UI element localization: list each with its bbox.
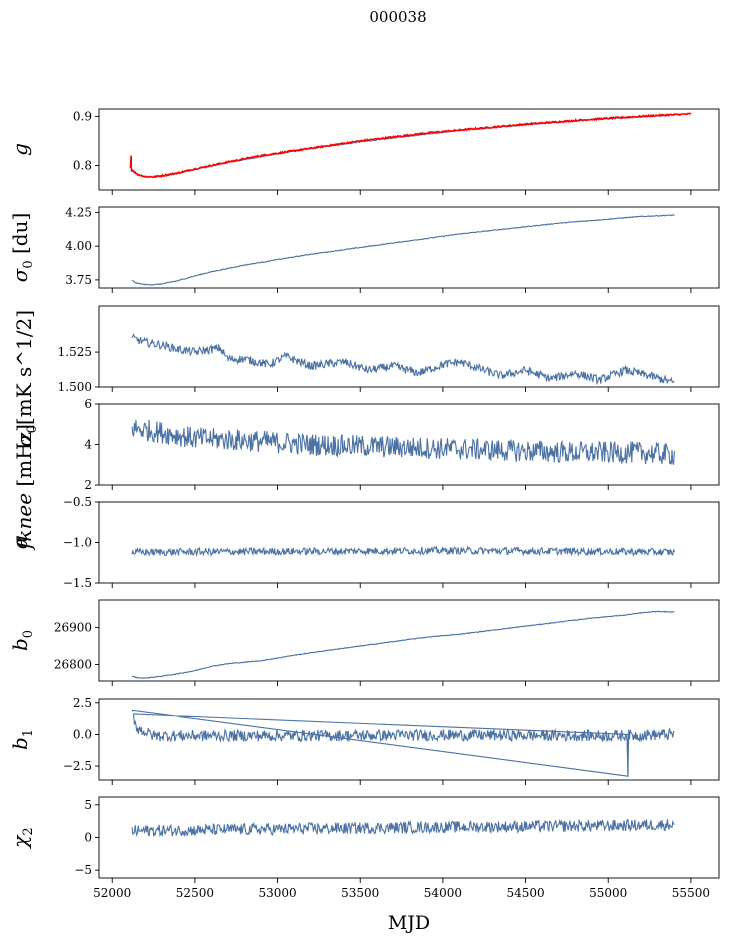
y-axis-label: b0 [8,630,36,651]
x-axis-label: MJD [388,912,430,934]
y-tick-label: 6 [84,397,92,411]
series-line-2 [129,112,692,179]
y-tick-label: 0.8 [73,158,92,172]
x-tick-label: 55500 [672,886,710,900]
panel-1: 0.8 0.9 g [8,108,720,195]
y-axis-label: b1 [8,729,36,750]
y-axis-label: σ0[mK s^1/2] [12,310,40,447]
y-tick-label: 4.25 [65,205,92,219]
panel-6: 26800 26900 b0 [8,599,720,686]
y-tick-label: −1.5 [63,576,92,590]
y-tick-label: 2.5 [73,696,92,710]
y-tick-label: 4.00 [65,239,92,253]
series-line-1 [131,818,675,838]
panel-4: 2 4 6 fknee [mHz] [12,397,720,551]
x-tick-label: 53500 [341,886,379,900]
y-tick-label: 1.500 [58,380,92,394]
y-tick-label: 2 [84,478,92,492]
x-tick-label: 53000 [258,886,296,900]
y-tick-label: 3.75 [65,273,92,287]
y-tick-label: 0.9 [73,109,92,123]
y-axis-label: σ0 [du] [8,213,36,283]
series-line-1 [130,113,675,178]
panel-7: −2.5 0.0 2.5 b1 [8,696,720,785]
y-tick-label: −2.5 [63,759,92,773]
y-tick-label: −5 [74,863,92,877]
y-tick-label: 4 [84,438,92,452]
y-tick-label: 0.0 [73,727,92,741]
axes-frame [98,599,720,682]
panel-8: −5 0 5 52000 52500 53000 53500 54000 54500 55000 5… [8,796,720,900]
panel-3: 1.500 1.525 σ0[mK s^1/2] [12,305,720,447]
panels: 0.8 0.9 g 3.75 4.00 4.25 σ0 [du] 1.500 1.525 σ0[m… [8,108,720,900]
series-line-1 [131,419,675,465]
y-tick-label: 5 [84,798,92,812]
x-tick-label: 55000 [589,886,627,900]
y-axis-label: fknee [mHz] [12,424,36,551]
x-tick-label: 54000 [424,886,462,900]
series-line-1 [131,333,675,386]
x-tick-label: 52000 [93,886,131,900]
y-tick-label: 26800 [54,657,92,671]
axes-frame [98,698,720,781]
series-line-1 [131,214,675,286]
panel-5: −1.5 −1.0 −0.5 α [8,495,720,590]
figure-title: 000038 [369,8,426,26]
axes-frame [98,305,720,388]
series-line-1 [131,545,675,558]
series-line-1 [131,709,675,777]
y-tick-label: −1.0 [63,536,92,550]
y-tick-label: −0.5 [63,495,92,509]
y-tick-label: 1.525 [58,345,92,359]
axes-frame [98,206,720,289]
series-line-1 [132,610,675,679]
panel-2: 3.75 4.00 4.25 σ0 [du] [8,205,720,293]
axes-frame [98,796,720,879]
y-axis-label: χ2 [8,827,36,849]
axes-frame [98,501,720,584]
y-tick-label: 26900 [54,621,92,635]
y-axis-label: g [8,143,32,156]
x-tick-label: 52500 [176,886,214,900]
y-axis-label: α [8,535,32,549]
x-tick-label: 54500 [506,886,544,900]
y-tick-label: 0 [84,831,92,845]
axes-frame [98,108,720,191]
